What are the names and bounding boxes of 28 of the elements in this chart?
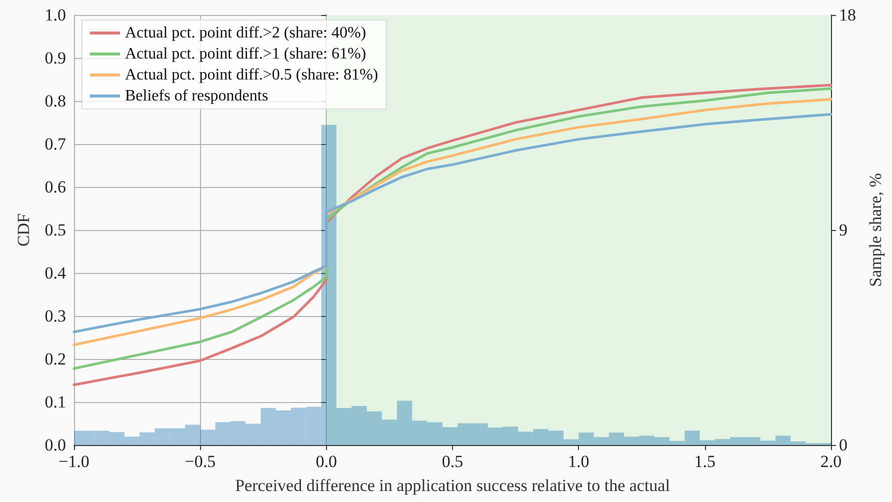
- x-axis-title: Perceived difference in application success relative to the actual: [235, 476, 670, 495]
- x-tick-label: 1.5: [694, 452, 716, 471]
- y-tick-label: 0.5: [44, 220, 66, 240]
- y-tick-label: 0.9: [44, 48, 66, 68]
- legend-label: Beliefs of respondents: [125, 88, 268, 104]
- x-tick-label: 0.5: [442, 452, 464, 471]
- y-tick-label: 0.1: [44, 392, 66, 412]
- legend-label: Actual pct. point diff.>0.5 (share: 81%): [125, 66, 378, 84]
- x-tick-label: 0.0: [316, 452, 337, 471]
- y-tick-label: 1.0: [44, 6, 66, 24]
- x-tick-label: 1.0: [568, 452, 590, 471]
- y-tick-label: 0.6: [44, 178, 66, 196]
- y2-axis-title: Sample share, %: [866, 173, 885, 287]
- y-tick-label: 0.3: [44, 306, 66, 326]
- y-tick-label: 0.2: [44, 350, 66, 368]
- y2-tick-label: 18: [839, 6, 856, 24]
- y-tick-label: 0.7: [44, 134, 66, 154]
- y2-tick-label: 0: [839, 436, 848, 454]
- x-tick-label: 2.0: [820, 452, 842, 471]
- y-tick-label: 0.0: [44, 436, 66, 454]
- y-tick-label: 0.4: [44, 264, 66, 282]
- legend-label: Actual pct. point diff.>2 (share: 40%): [125, 24, 366, 42]
- y-axis-title: CDF: [14, 213, 33, 247]
- y-tick-label: 0.8: [44, 92, 66, 110]
- legend-label: Actual pct. point diff.>1 (share: 61%): [125, 46, 366, 62]
- x-tick-label: −0.5: [184, 452, 216, 471]
- x-tick-label: −1.0: [58, 452, 90, 471]
- y2-tick-label: 9: [839, 220, 848, 240]
